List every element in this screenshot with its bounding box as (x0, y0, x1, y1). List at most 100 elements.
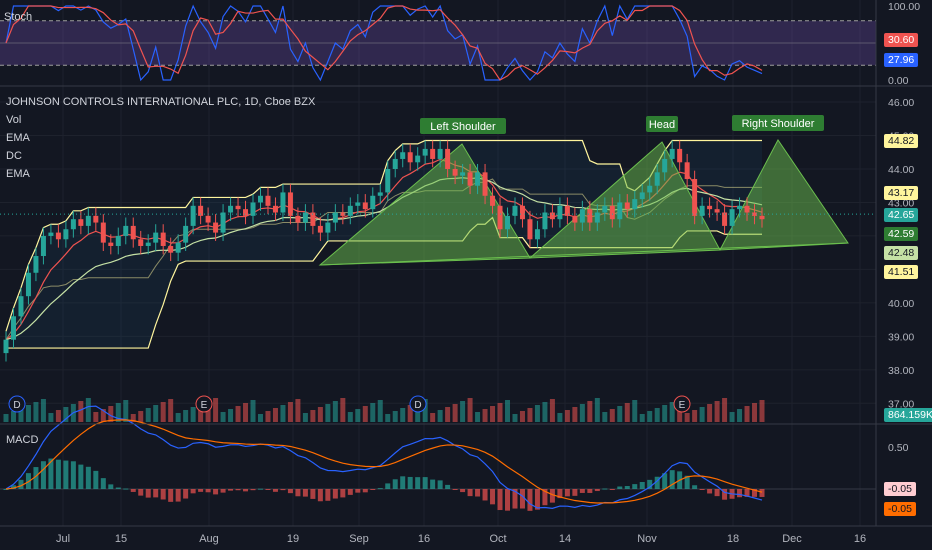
candle-body (325, 222, 331, 233)
price-label-donchian-lower: 41.51 (884, 265, 919, 279)
volume-bar (362, 406, 368, 422)
volume-bar (280, 405, 286, 422)
candle-body (377, 192, 383, 196)
candle-body (445, 148, 451, 169)
stoch-pane (0, 4, 876, 82)
volume-bar (744, 406, 750, 422)
macd-value-2: -0.05 (884, 502, 916, 516)
volume-bar (325, 404, 331, 422)
volume-bar (460, 401, 466, 422)
macd-histogram-bar (205, 489, 211, 493)
volume-bar (370, 403, 376, 422)
volume-bar (55, 410, 61, 422)
macd-histogram-bar (512, 489, 518, 509)
indicator-dc[interactable]: DC (6, 150, 22, 162)
macd-histogram-bar (437, 480, 443, 489)
macd-histogram-bar (355, 489, 361, 493)
macd-histogram-bar (534, 489, 540, 510)
volume-bar (729, 412, 735, 422)
candle-body (55, 232, 61, 240)
volume-bar (235, 406, 241, 422)
volume-bar (759, 400, 765, 422)
candle-body (130, 225, 136, 240)
candle-body (63, 229, 69, 240)
volume-bar (564, 410, 570, 422)
volume-bar (160, 402, 166, 422)
time-axis-label: 16 (854, 533, 866, 545)
volume-bar (392, 411, 398, 422)
candle-body (579, 209, 585, 223)
macd-histogram-bar (385, 483, 391, 489)
candle-body (205, 215, 211, 223)
candle-body (564, 205, 570, 216)
macd-histogram-bar (257, 488, 263, 490)
price-label-ema-1: 42.59 (884, 227, 919, 241)
macd-histogram-bar (48, 458, 54, 489)
macd-histogram-bar (213, 489, 219, 495)
volume-bar (317, 407, 323, 422)
macd-histogram-bar (370, 489, 376, 490)
candle-body (437, 148, 443, 159)
time-axis-label: 19 (287, 533, 299, 545)
volume-bar (647, 411, 653, 422)
volume-bar (452, 404, 458, 422)
indicator-vol[interactable]: Vol (6, 114, 22, 126)
volume-bar (287, 402, 293, 422)
macd-histogram-bar (340, 489, 346, 498)
volume-bar (347, 412, 353, 422)
candle-body (302, 212, 308, 223)
volume-bar (737, 409, 743, 422)
macd-histogram-bar (190, 489, 196, 494)
macd-histogram-bar (280, 489, 286, 491)
macd-histogram-bar (624, 485, 630, 489)
volume-bar (639, 414, 645, 422)
volume-bar (549, 399, 555, 422)
volume-bar (594, 398, 600, 422)
candle-body (40, 235, 46, 257)
candle-body (168, 245, 174, 253)
candle-body (400, 152, 406, 159)
volume-bar (579, 404, 585, 422)
macd-histogram-bar (707, 489, 713, 494)
volume-bar (542, 402, 548, 422)
time-axis-label: Jul (56, 533, 70, 545)
candle-body (198, 205, 204, 216)
macd-value-1: -0.05 (884, 482, 916, 496)
macd-histogram-bar (572, 489, 578, 496)
candle-body (362, 202, 368, 210)
volume-bar (572, 407, 578, 422)
event-marker-letter: E (201, 400, 208, 411)
candle-body (48, 232, 54, 236)
candle-body (722, 212, 728, 226)
candle-body (317, 225, 323, 233)
macd-histogram-bar (78, 464, 84, 489)
volume-bar (108, 406, 114, 422)
volume-bar (272, 408, 278, 422)
macd-histogram-bar (317, 489, 323, 502)
macd-histogram-bar (759, 489, 765, 497)
candle-body (430, 148, 436, 159)
macd-pane (0, 405, 876, 511)
volume-bar (250, 400, 256, 422)
macd-histogram-bar (198, 489, 204, 492)
event-marker (195, 395, 213, 413)
macd-histogram-bar (138, 489, 144, 496)
volume-bar (654, 408, 660, 422)
pattern-head (528, 141, 721, 259)
volume-bar (722, 398, 728, 422)
candle-body (684, 162, 690, 180)
macd-histogram-bar (85, 466, 91, 489)
price-tick: 40.00 (888, 298, 914, 310)
volume-bar (295, 399, 301, 422)
macd-histogram-bar (415, 477, 421, 489)
volume-bar (243, 403, 249, 422)
candle-body (452, 168, 458, 176)
price-label-donchian-mid: 43.17 (884, 186, 919, 200)
indicator-ema-1[interactable]: EMA (6, 132, 30, 144)
candle-body (639, 192, 645, 200)
indicator-ema-2[interactable]: EMA (6, 168, 30, 180)
candle-body (617, 202, 623, 220)
volume-bar (534, 405, 540, 422)
pattern-label-bg (420, 118, 506, 134)
